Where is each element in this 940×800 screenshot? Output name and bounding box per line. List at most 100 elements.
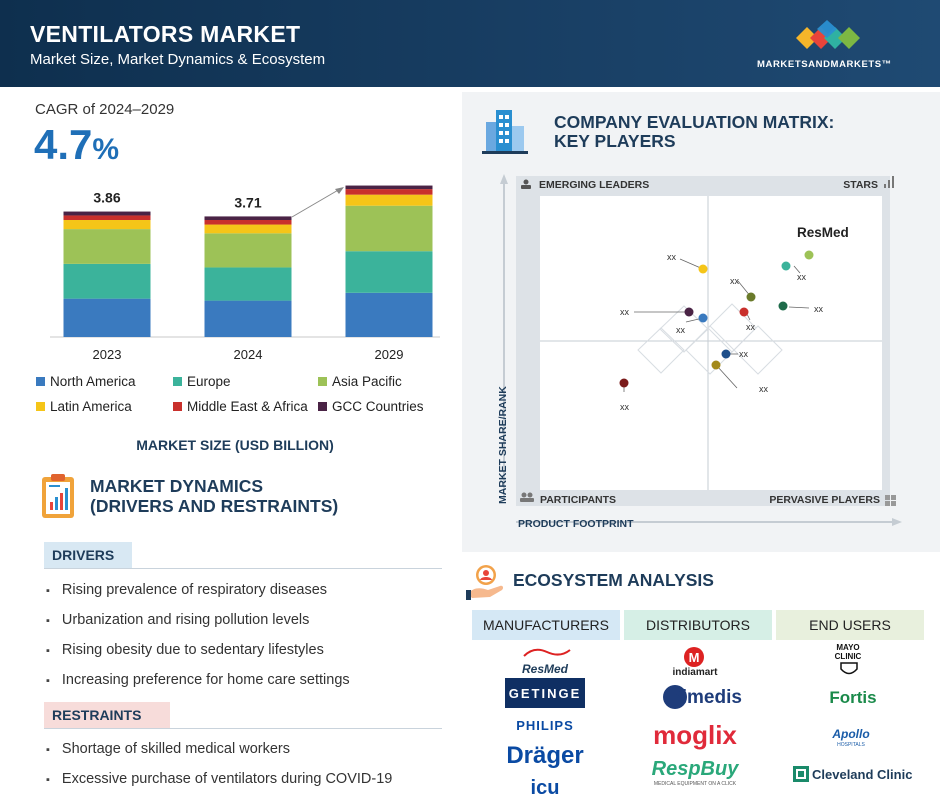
- bar-segment-asia-pacific: [345, 205, 433, 252]
- bar-segment-asia-pacific: [204, 233, 292, 268]
- x-tick-label: 2023: [93, 347, 122, 362]
- legend-label: Middle East & Africa: [187, 399, 308, 414]
- bar-segment-gcc-countries: [204, 216, 292, 220]
- pervasive-puzzle-icon: [885, 495, 896, 506]
- legend-swatch: [36, 377, 45, 386]
- matrix-point: [619, 378, 629, 388]
- logo-icu: icu: [530, 777, 560, 799]
- quadrant-participants: PARTICIPANTS: [540, 494, 616, 506]
- respbuy-tagline: MEDICAL EQUIPMENT ON A CLICK: [653, 781, 737, 787]
- emerging-leaders-icon: [521, 179, 531, 189]
- bar-segment-north-america: [204, 300, 292, 337]
- logo-fortis: Fortis: [829, 688, 877, 707]
- marketsandmarkets-logo-icon: [796, 20, 860, 49]
- evaluation-matrix-title: COMPANY EVALUATION MATRIX: KEY PLAYERS: [554, 113, 834, 151]
- svg-text:M: M: [689, 650, 700, 665]
- logo-mayo-clinic: MAYO CLINIC: [834, 643, 862, 661]
- bar-segment-latin-america: [63, 220, 151, 230]
- driver-item: Urbanization and rising pollution levels: [46, 612, 309, 630]
- cleveland-clinic-icon: [793, 766, 809, 782]
- quadrant-stars: STARS: [843, 179, 878, 191]
- matrix-label: xx: [730, 276, 740, 286]
- x-tick-label: 2029: [375, 347, 404, 362]
- ecosystem-person-icon: [466, 565, 504, 600]
- company-evaluation-matrix: MARKET SHARE/RANK PRODUCT FOOTPRINT EMER…: [497, 174, 902, 530]
- logo-bimedis: Bimedis: [668, 687, 742, 708]
- driver-item: Rising prevalence of respiratory disease…: [46, 582, 327, 600]
- matrix-point: [711, 360, 721, 370]
- legend-item: North America: [36, 374, 136, 389]
- legend-label: North America: [50, 374, 136, 389]
- growth-arrowhead: [335, 187, 344, 194]
- matrix-label: xx: [667, 252, 677, 262]
- matrix-label-resmed: ResMed: [797, 225, 849, 240]
- matrix-point: [739, 307, 749, 317]
- driver-item: Rising obesity due to sedentary lifestyl…: [46, 642, 324, 660]
- bar-segment-middle-east-africa: [204, 220, 292, 225]
- brand-name: MARKETSANDMARKETS™: [757, 59, 892, 70]
- bar-segment-latin-america: [345, 194, 433, 206]
- page-subtitle: Market Size, Market Dynamics & Ecosystem: [30, 51, 326, 68]
- matrix-plot-area: [540, 196, 882, 490]
- header-banner: [0, 0, 940, 87]
- logo-philips: PHILIPS: [516, 718, 574, 733]
- restraint-item: Excessive purchase of ventilators during…: [46, 771, 392, 789]
- matrix-point: [781, 261, 791, 271]
- logo-resmed: ResMed: [521, 662, 568, 676]
- bar-segment-europe: [204, 267, 292, 301]
- matrix-point: [778, 301, 788, 311]
- indiamart-m-icon: M: [684, 647, 704, 667]
- x-axis-arrowhead: [892, 518, 902, 526]
- bar-segment-north-america: [63, 298, 151, 337]
- y-axis-arrowhead: [500, 174, 508, 184]
- bar-segment-middle-east-africa: [63, 215, 151, 220]
- driver-item: Increasing preference for home care sett…: [46, 672, 350, 690]
- evaluation-matrix-title-line1: COMPANY EVALUATION MATRIX:: [554, 112, 835, 132]
- matrix-label: xx: [746, 322, 756, 332]
- participants-icon: [520, 492, 534, 502]
- logo-apollo: Apollo: [832, 727, 870, 741]
- logo-cleveland-clinic: Cleveland Clinic: [812, 767, 913, 782]
- legend-label: Europe: [187, 374, 231, 389]
- logo-indiamart: indiamart: [672, 667, 718, 678]
- legend-item: Europe: [173, 374, 231, 389]
- market-dynamics-title: MARKET DYNAMICS (DRIVERS AND RESTRAINTS): [90, 476, 338, 516]
- ecosystem-title: ECOSYSTEM ANALYSIS: [513, 570, 714, 590]
- drivers-tab: DRIVERS: [44, 542, 132, 568]
- drivers-divider: [44, 568, 442, 569]
- matrix-point: [746, 292, 756, 302]
- cagr-label: CAGR of 2024–2029: [35, 101, 175, 118]
- matrix-label: xx: [676, 325, 686, 335]
- legend-label: Asia Pacific: [332, 374, 402, 389]
- cagr-value: 4.7%: [34, 121, 119, 169]
- legend-swatch: [173, 377, 182, 386]
- restraint-item: Shortage of skilled medical workers: [46, 741, 290, 759]
- bar-segment-gcc-countries: [63, 211, 151, 216]
- bar-segment-asia-pacific: [63, 229, 151, 264]
- legend-swatch: [36, 402, 45, 411]
- matrix-point: [698, 313, 708, 323]
- market-size-axis-label: MARKET SIZE (USD BILLION): [136, 437, 334, 453]
- matrix-point-resmed: [804, 250, 814, 260]
- bar-segment-europe: [63, 263, 151, 299]
- x-axis-label: PRODUCT FOOTPRINT: [518, 518, 634, 530]
- restraints-divider: [44, 728, 442, 729]
- logo-respbuy: RespBuy: [651, 758, 739, 780]
- matrix-point: [698, 264, 708, 274]
- legend-item: Middle East & Africa: [173, 399, 308, 414]
- matrix-label: xx: [739, 349, 749, 359]
- bar-segment-north-america: [345, 292, 433, 337]
- matrix-point: [684, 307, 694, 317]
- legend-item: GCC Countries: [318, 399, 424, 414]
- clipboard-chart-icon: [42, 474, 74, 518]
- end-users-header: END USERS: [776, 610, 924, 640]
- matrix-label: xx: [797, 272, 807, 282]
- logo-moglix: moglix: [653, 720, 737, 750]
- evaluation-matrix-title-line2: KEY PLAYERS: [554, 131, 676, 151]
- legend-swatch: [173, 402, 182, 411]
- market-dynamics-title-line2: (DRIVERS AND RESTRAINTS): [90, 496, 339, 516]
- legend-item: Asia Pacific: [318, 374, 402, 389]
- bar-segment-europe: [345, 251, 433, 293]
- logo-drager: Dräger: [506, 742, 584, 769]
